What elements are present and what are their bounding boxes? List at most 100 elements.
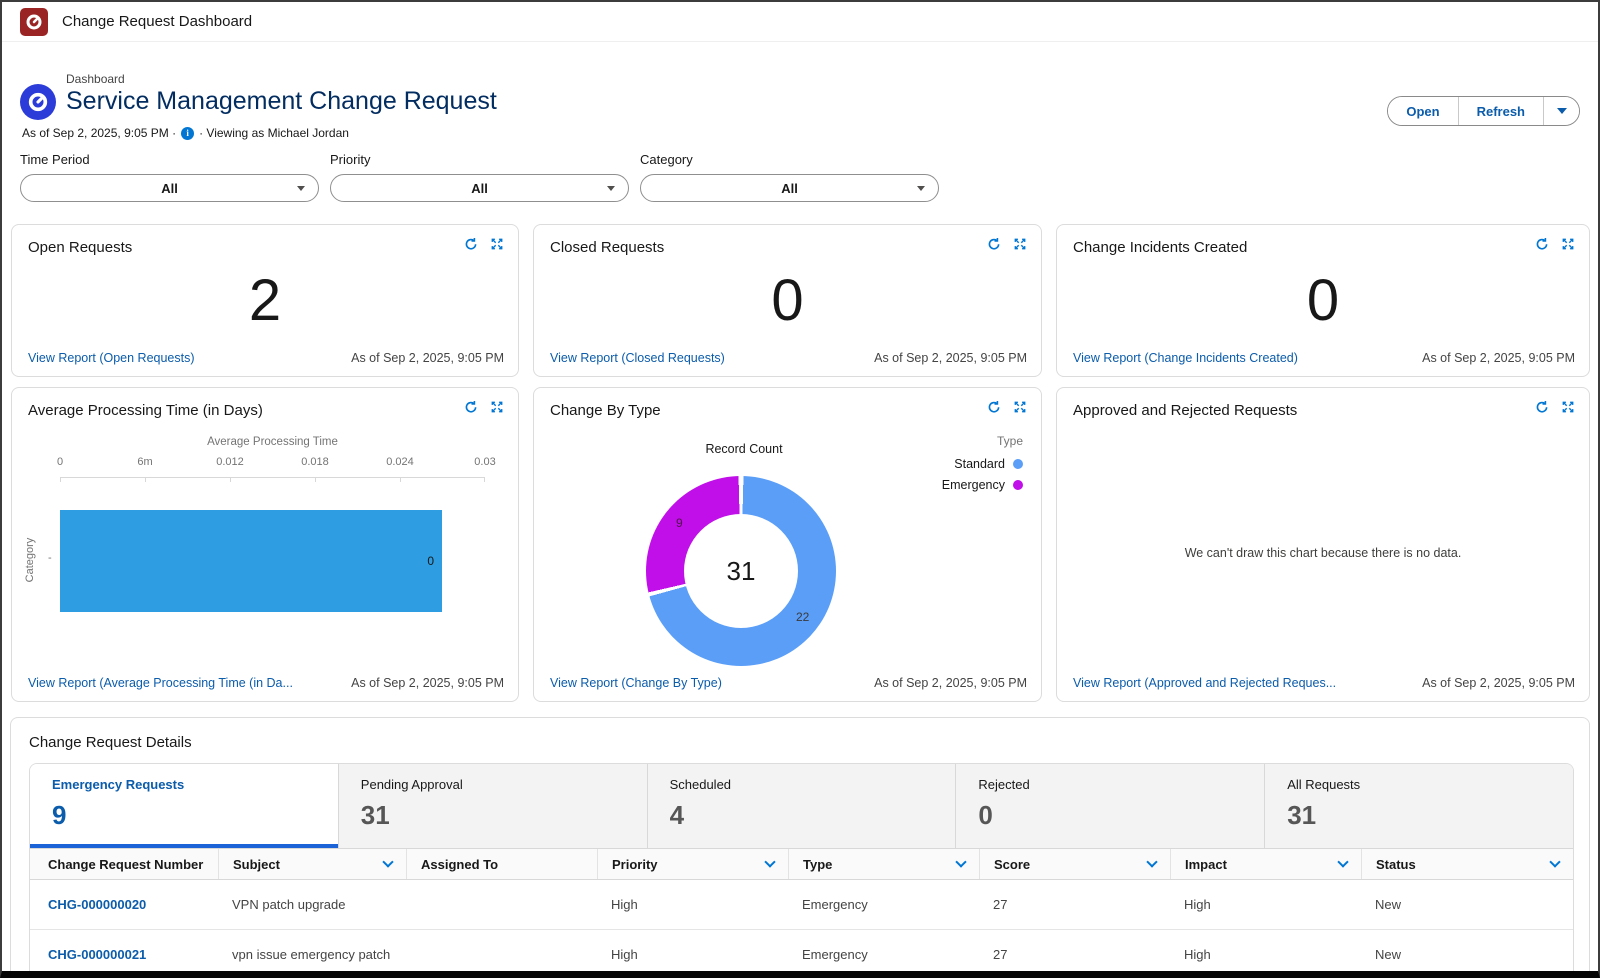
x-tick-label: 0.012 bbox=[216, 456, 244, 468]
table-row: CHG-000000020 VPN patch upgrade High Eme… bbox=[30, 880, 1573, 930]
filter-label: Time Period bbox=[20, 152, 90, 167]
expand-icon[interactable] bbox=[1561, 237, 1575, 251]
chart-legend: Type Standard Emergency bbox=[942, 434, 1023, 492]
object-type-label: Dashboard bbox=[66, 72, 125, 86]
as-of-timestamp: As of Sep 2, 2025, 9:05 PM bbox=[874, 676, 1027, 690]
refresh-icon[interactable] bbox=[987, 400, 1001, 414]
legend-item-emergency[interactable]: Emergency bbox=[942, 478, 1023, 492]
refresh-icon[interactable] bbox=[464, 237, 478, 251]
sort-chevron-icon bbox=[1146, 856, 1158, 868]
refresh-icon[interactable] bbox=[464, 400, 478, 414]
app-icon[interactable] bbox=[20, 7, 48, 36]
viewing-as-label: · Viewing as Michael Jordan bbox=[199, 126, 349, 140]
view-report-link[interactable]: View Report (Closed Requests) bbox=[550, 351, 725, 365]
y-tick-label: - bbox=[48, 552, 52, 564]
top-bar: Change Request Dashboard bbox=[2, 2, 1598, 42]
x-tick-label: 0.03 bbox=[474, 456, 496, 468]
column-type[interactable]: Type bbox=[788, 849, 979, 879]
column-status[interactable]: Status bbox=[1361, 849, 1573, 879]
as-of-timestamp: As of Sep 2, 2025, 9:05 PM bbox=[1422, 351, 1575, 365]
as-of-timestamp: As of Sep 2, 2025, 9:05 PM · bbox=[22, 126, 177, 140]
as-of-timestamp: As of Sep 2, 2025, 9:05 PM bbox=[351, 351, 504, 365]
selected-value: All bbox=[161, 180, 178, 196]
tab-emergency-requests[interactable]: Emergency Requests 9 bbox=[30, 764, 339, 848]
table-header-row: Change Request Number Subject Assigned T… bbox=[30, 848, 1573, 880]
view-report-link[interactable]: View Report (Change By Type) bbox=[550, 676, 722, 690]
metric-value: 2 bbox=[248, 267, 282, 333]
chart-axis-title: Average Processing Time bbox=[207, 436, 338, 448]
legend-title: Type bbox=[996, 434, 1023, 448]
widget-change-incidents: Change Incidents Created 0 View Report (… bbox=[1056, 224, 1590, 377]
time-period-select[interactable]: All bbox=[20, 174, 319, 202]
sort-chevron-icon bbox=[1337, 856, 1349, 868]
view-report-link[interactable]: View Report (Change Incidents Created) bbox=[1073, 351, 1298, 365]
refresh-icon[interactable] bbox=[1535, 400, 1549, 414]
chevron-down-icon bbox=[1556, 108, 1567, 114]
segment-label-emergency: 9 bbox=[676, 516, 683, 530]
refresh-icon[interactable] bbox=[1535, 237, 1549, 251]
gauge-icon bbox=[28, 92, 48, 112]
cell-score: 27 bbox=[993, 897, 1008, 912]
tab-pending-approval[interactable]: Pending Approval 31 bbox=[338, 764, 648, 848]
widget-title: Closed Requests bbox=[550, 239, 665, 256]
widget-change-by-type: Change By Type Record Count 9 22 31 Type… bbox=[533, 387, 1042, 702]
tab-rejected[interactable]: Rejected 0 bbox=[956, 764, 1266, 848]
header-button-group: Open Refresh bbox=[1387, 96, 1580, 126]
change-request-table: Change Request Number Subject Assigned T… bbox=[30, 848, 1573, 971]
tab-scheduled[interactable]: Scheduled 4 bbox=[647, 764, 957, 848]
widget-approved-rejected: Approved and Rejected Requests We can't … bbox=[1056, 387, 1590, 702]
open-button[interactable]: Open bbox=[1388, 97, 1458, 125]
selected-value: All bbox=[781, 180, 798, 196]
category-select[interactable]: All bbox=[640, 174, 939, 202]
view-report-link[interactable]: View Report (Approved and Rejected Reque… bbox=[1073, 676, 1337, 690]
y-axis-label: Category bbox=[24, 537, 36, 583]
view-report-link[interactable]: View Report (Average Processing Time (in… bbox=[28, 676, 293, 690]
expand-icon[interactable] bbox=[490, 400, 504, 414]
more-actions-button[interactable] bbox=[1543, 97, 1579, 125]
view-report-link[interactable]: View Report (Open Requests) bbox=[28, 351, 195, 365]
expand-icon[interactable] bbox=[1013, 237, 1027, 251]
widget-title: Change Incidents Created bbox=[1073, 239, 1248, 256]
refresh-button[interactable]: Refresh bbox=[1457, 97, 1543, 125]
refresh-icon[interactable] bbox=[987, 237, 1001, 251]
filter-bar: Time Period All Priority All Category Al… bbox=[2, 140, 1598, 202]
tab-all-requests[interactable]: All Requests 31 bbox=[1265, 764, 1573, 848]
expand-icon[interactable] bbox=[490, 237, 504, 251]
change-request-link[interactable]: CHG-000000021 bbox=[48, 947, 147, 962]
cell-subject: VPN patch upgrade bbox=[232, 897, 346, 912]
change-request-link[interactable]: CHG-000000020 bbox=[48, 897, 147, 912]
expand-icon[interactable] bbox=[1561, 400, 1575, 414]
gauge-icon bbox=[26, 14, 42, 29]
x-tick-label: 6m bbox=[137, 456, 153, 468]
widget-title: Average Processing Time (in Days) bbox=[28, 402, 263, 419]
as-of-timestamp: As of Sep 2, 2025, 9:05 PM bbox=[351, 676, 504, 690]
expand-icon[interactable] bbox=[1013, 400, 1027, 414]
filter-category: Category All bbox=[640, 152, 939, 202]
column-score[interactable]: Score bbox=[979, 849, 1170, 879]
column-subject[interactable]: Subject bbox=[218, 849, 406, 879]
x-tick-label: 0.018 bbox=[301, 456, 329, 468]
sort-chevron-icon bbox=[1549, 856, 1561, 868]
legend-dot-purple bbox=[1013, 480, 1023, 490]
info-icon[interactable]: i bbox=[181, 126, 195, 140]
cell-subject: vpn issue emergency patch bbox=[232, 947, 391, 962]
column-priority[interactable]: Priority bbox=[597, 849, 788, 879]
chevron-down-icon bbox=[297, 186, 305, 191]
chart-title: Record Count bbox=[705, 442, 783, 456]
bar-series[interactable]: 0 bbox=[60, 510, 442, 612]
widget-grid: Open Requests 2 View Report (Open Reques… bbox=[2, 202, 1598, 702]
legend-item-standard[interactable]: Standard bbox=[954, 457, 1023, 471]
chevron-down-icon bbox=[607, 186, 615, 191]
metric-value: 0 bbox=[771, 267, 804, 333]
column-impact[interactable]: Impact bbox=[1170, 849, 1361, 879]
sort-chevron-icon bbox=[955, 856, 967, 868]
x-axis bbox=[60, 477, 485, 482]
donut-chart[interactable]: 9 22 31 bbox=[646, 476, 836, 666]
cell-status: New bbox=[1375, 897, 1402, 912]
selected-value: All bbox=[471, 180, 488, 196]
as-of-timestamp: As of Sep 2, 2025, 9:05 PM bbox=[874, 351, 1027, 365]
cell-priority: High bbox=[611, 897, 638, 912]
priority-select[interactable]: All bbox=[330, 174, 629, 202]
filter-priority: Priority All bbox=[330, 152, 629, 202]
column-assigned-to: Assigned To bbox=[406, 849, 597, 879]
